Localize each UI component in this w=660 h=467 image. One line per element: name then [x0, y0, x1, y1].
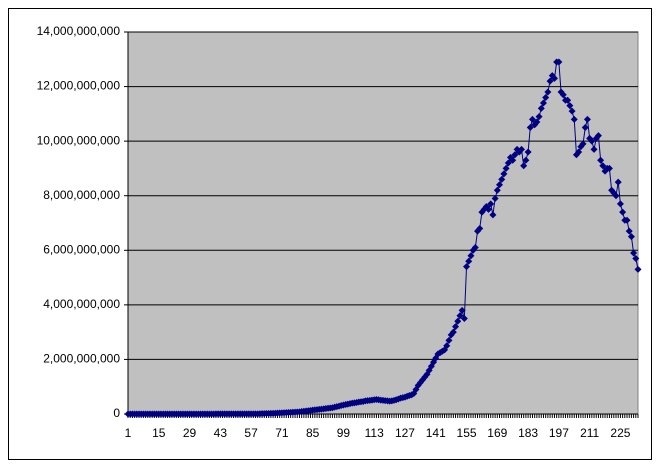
marker — [537, 104, 545, 112]
marker — [533, 118, 541, 126]
marker — [605, 164, 613, 172]
marker — [476, 224, 484, 232]
marker — [625, 227, 633, 235]
y-tick-label: 10,000,000,000 — [37, 133, 121, 147]
plot-area — [127, 31, 639, 415]
marker — [502, 164, 510, 172]
marker — [559, 91, 567, 99]
marker — [520, 162, 528, 170]
marker — [612, 192, 620, 200]
x-tick-label: 183 — [518, 426, 538, 440]
marker — [588, 137, 596, 145]
marker — [445, 336, 453, 344]
marker — [489, 211, 497, 219]
marker — [568, 107, 576, 115]
marker — [467, 252, 475, 260]
marker — [487, 200, 495, 208]
marker — [460, 315, 468, 322]
marker — [579, 140, 587, 148]
marker — [454, 317, 462, 325]
x-tick-label: 155 — [457, 426, 477, 440]
marker — [458, 306, 466, 314]
marker — [575, 148, 583, 156]
marker — [630, 249, 638, 257]
x-tick-label: 197 — [549, 426, 569, 440]
y-tick-label: 4,000,000,000 — [43, 297, 120, 311]
x-tick-label: 141 — [426, 426, 446, 440]
marker — [509, 156, 517, 164]
marker — [452, 323, 460, 331]
y-tick-label: 0 — [113, 406, 120, 420]
marker — [627, 233, 635, 241]
marker — [524, 148, 532, 156]
y-tick-label: 6,000,000,000 — [43, 242, 120, 256]
marker — [465, 257, 473, 265]
marker — [504, 159, 512, 167]
marker — [597, 156, 605, 164]
y-tick-label: 8,000,000,000 — [43, 188, 120, 202]
marker — [535, 113, 543, 121]
y-tick-label: 12,000,000,000 — [37, 79, 121, 93]
x-tick-label: 211 — [580, 426, 599, 440]
y-tick-label: 14,000,000,000 — [37, 24, 121, 38]
marker — [632, 254, 640, 262]
marker — [463, 263, 471, 271]
x-tick-label: 15 — [152, 426, 166, 440]
marker — [471, 244, 479, 252]
x-tick-label: 85 — [306, 426, 320, 440]
marker — [583, 115, 591, 123]
marker — [619, 208, 627, 216]
x-tick-label: 57 — [244, 426, 258, 440]
x-tick-label: 169 — [487, 426, 507, 440]
marker — [564, 96, 572, 104]
marker — [623, 216, 631, 224]
marker — [522, 156, 530, 164]
marker — [542, 93, 550, 101]
x-tick-label: 225 — [610, 426, 630, 440]
x-tick-label: 113 — [365, 426, 384, 440]
marker — [599, 162, 607, 170]
marker — [496, 181, 504, 189]
marker — [616, 200, 624, 208]
marker — [511, 151, 519, 159]
marker — [493, 186, 501, 194]
marker — [614, 178, 622, 186]
marker — [546, 77, 554, 85]
marker — [539, 99, 547, 107]
marker — [443, 342, 451, 350]
x-tick-label: 71 — [275, 426, 289, 440]
marker — [498, 175, 506, 183]
marker — [456, 312, 464, 320]
marker — [634, 265, 642, 273]
marker — [590, 145, 598, 153]
marker — [594, 132, 602, 140]
marker — [570, 115, 578, 123]
marker — [528, 115, 536, 123]
marker — [517, 145, 525, 153]
marker — [485, 205, 493, 213]
x-tick-label: 127 — [395, 426, 415, 440]
marker — [491, 194, 499, 202]
x-tick-label: 43 — [214, 426, 228, 440]
marker — [449, 328, 457, 336]
marker — [500, 170, 508, 178]
x-tick-label: 1 — [125, 426, 132, 440]
x-tick-label: 29 — [183, 426, 197, 440]
marker — [566, 102, 574, 110]
y-tick-label: 2,000,000,000 — [43, 352, 120, 366]
marker — [526, 124, 534, 131]
x-tick-label: 99 — [337, 426, 351, 440]
marker — [544, 88, 552, 96]
marker — [555, 58, 563, 66]
marker — [581, 124, 589, 131]
marker — [550, 74, 558, 82]
